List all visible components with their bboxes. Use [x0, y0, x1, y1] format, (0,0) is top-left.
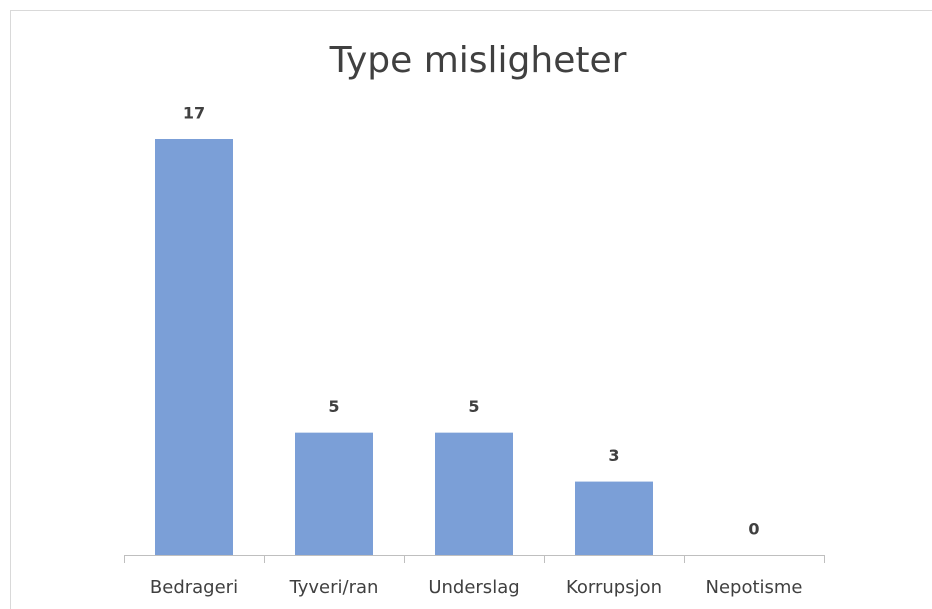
chart-title: Type misligheter	[329, 40, 627, 81]
data-label: 17	[183, 104, 205, 123]
x-tick-label: Bedrageri	[150, 577, 238, 598]
x-tick-label: Tyveri/ran	[289, 577, 379, 598]
data-label: 0	[748, 520, 759, 539]
bar	[435, 432, 513, 555]
data-label: 5	[328, 397, 339, 416]
x-tick-label: Underslag	[428, 577, 519, 598]
data-label: 5	[468, 397, 479, 416]
bar	[575, 481, 653, 555]
bar	[155, 139, 233, 555]
data-label: 3	[608, 446, 619, 465]
x-tick-label: Nepotisme	[705, 577, 802, 598]
bar	[295, 432, 373, 555]
x-tick-label: Korrupsjon	[566, 577, 662, 598]
